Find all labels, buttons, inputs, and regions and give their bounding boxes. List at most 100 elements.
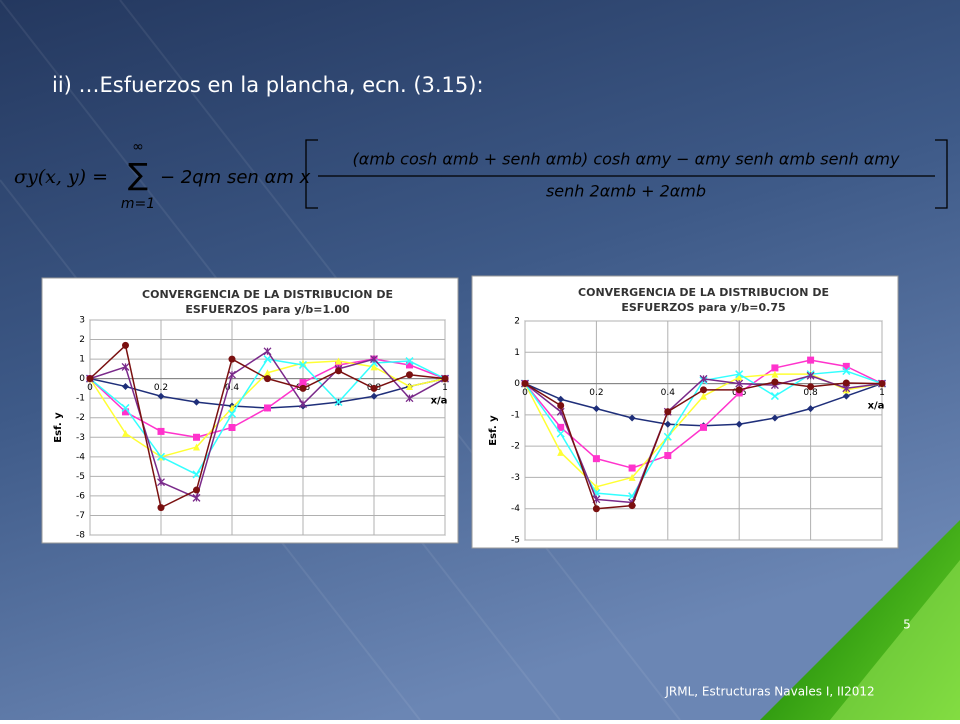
chart: CONVERGENCIA DE LA DISTRIBUCION DE ESFUER… [41,277,459,544]
y-tick-label: 3 [79,316,85,326]
x-tick-label: 0.8 [803,388,818,398]
y-tick-label: -7 [76,511,85,521]
chart-title: ESFUERZOS para y/b=1.00 [185,303,350,316]
marker [264,369,271,377]
y-tick-label: -3 [76,433,85,443]
formula-sum-top: ∞ [132,139,144,155]
marker [122,429,129,437]
formula-brackets [305,139,948,209]
marker [807,405,815,413]
marker [807,383,815,391]
marker [121,362,130,371]
marker [227,409,237,418]
marker [842,367,851,376]
marker [192,470,201,479]
marker [628,473,636,481]
marker [228,355,236,363]
x-tick-label: 0 [87,383,93,393]
marker [264,375,271,383]
marker [628,464,636,472]
marker [628,502,636,510]
x-axis-label: x/a [431,396,448,407]
x-tick-label: 1 [879,388,885,398]
marker [700,386,707,394]
marker [806,371,815,380]
marker [370,363,378,371]
marker [335,357,342,365]
x-tick-label: 0.2 [154,383,168,393]
marker [771,378,779,386]
formula-sum: ∑ [128,158,148,193]
marker [193,433,200,441]
formula-factor: − 2qm sen αm x [160,167,311,188]
y-tick-label: -2 [511,442,520,452]
x-tick-label: 0 [522,388,528,398]
marker [157,392,165,400]
marker [664,408,672,416]
marker [405,394,414,403]
marker [771,370,779,378]
marker [298,360,308,369]
formula-sum-bottom: m=1 [121,196,155,212]
formula-denominator: senh 2αmb + 2αmb [546,182,706,201]
marker [628,414,636,422]
marker [370,355,378,364]
marker [592,405,600,413]
marker [592,455,600,463]
x-tick-label: 1 [442,383,448,393]
marker [370,384,378,392]
y-tick-label: -8 [76,531,85,541]
marker [700,392,707,400]
marker [592,483,600,491]
formula-lhs: σy(x, y) = [14,166,108,188]
marker [557,395,565,403]
formula-numerator: (αmb cosh αmb + senh αmb) cosh αmy − αmy… [353,150,900,169]
marker [557,401,565,409]
marker [735,420,743,428]
marker [122,341,129,349]
marker [263,347,272,356]
chart-title: CONVERGENCIA DE LA DISTRIBUCION DE [142,288,393,301]
marker [406,371,413,379]
marker [86,375,94,383]
y-tick-label: 1 [514,348,520,358]
y-tick-label: 0 [79,374,85,384]
marker [335,361,342,369]
y-tick-label: 2 [514,317,520,327]
marker [556,429,565,438]
marker [405,357,414,366]
green-corner-light [830,560,960,720]
marker [335,367,342,375]
marker [700,423,707,431]
y-tick-label: -4 [76,452,85,462]
marker [664,452,672,460]
y-tick-label: 2 [79,335,85,345]
marker [842,379,850,387]
chart: CONVERGENCIA DE LA DISTRIBUCION DE ESFUER… [471,275,899,549]
marker [699,374,708,383]
heading: ii) …Esfuerzos en la plancha, ecn. (3.15… [52,73,484,97]
marker [299,379,307,387]
marker [770,392,779,401]
marker [157,427,165,435]
marker [592,505,600,513]
marker [156,452,166,461]
chart-title: CONVERGENCIA DE LA DISTRIBUCION DE [578,286,829,299]
marker [370,392,378,400]
marker [406,361,413,369]
marker [771,414,779,422]
marker [122,382,129,390]
y-tick-label: -4 [511,504,520,514]
y-tick-label: -2 [76,413,85,423]
page-number: 5 [903,618,911,632]
marker [807,356,815,364]
marker [193,398,200,406]
marker [521,380,529,388]
marker [157,478,165,487]
y-tick-label: -1 [511,410,520,420]
marker [334,398,343,407]
y-tick-label: -3 [511,473,520,483]
x-axis-label: x/a [868,401,885,412]
marker [406,382,413,390]
marker [663,432,672,441]
